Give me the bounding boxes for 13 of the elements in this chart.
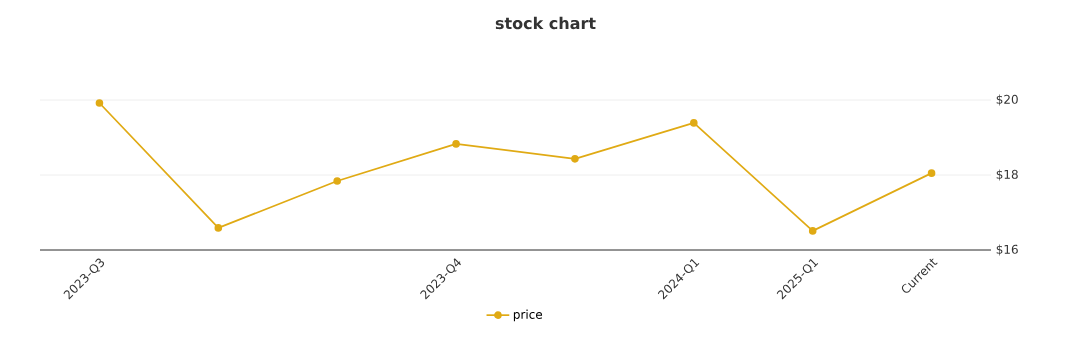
point — [333, 177, 341, 185]
y-tick-label: $16 — [996, 244, 1018, 256]
point — [214, 224, 223, 232]
chart-title: stock chart — [495, 16, 596, 30]
point — [808, 227, 817, 235]
y-tick-label: $20 — [996, 94, 1018, 106]
point — [95, 99, 104, 107]
legend-label: price — [513, 309, 543, 322]
point — [452, 140, 460, 148]
point — [571, 155, 579, 163]
point — [690, 119, 698, 127]
point — [927, 169, 936, 177]
y-tick-label: $18 — [996, 169, 1018, 181]
